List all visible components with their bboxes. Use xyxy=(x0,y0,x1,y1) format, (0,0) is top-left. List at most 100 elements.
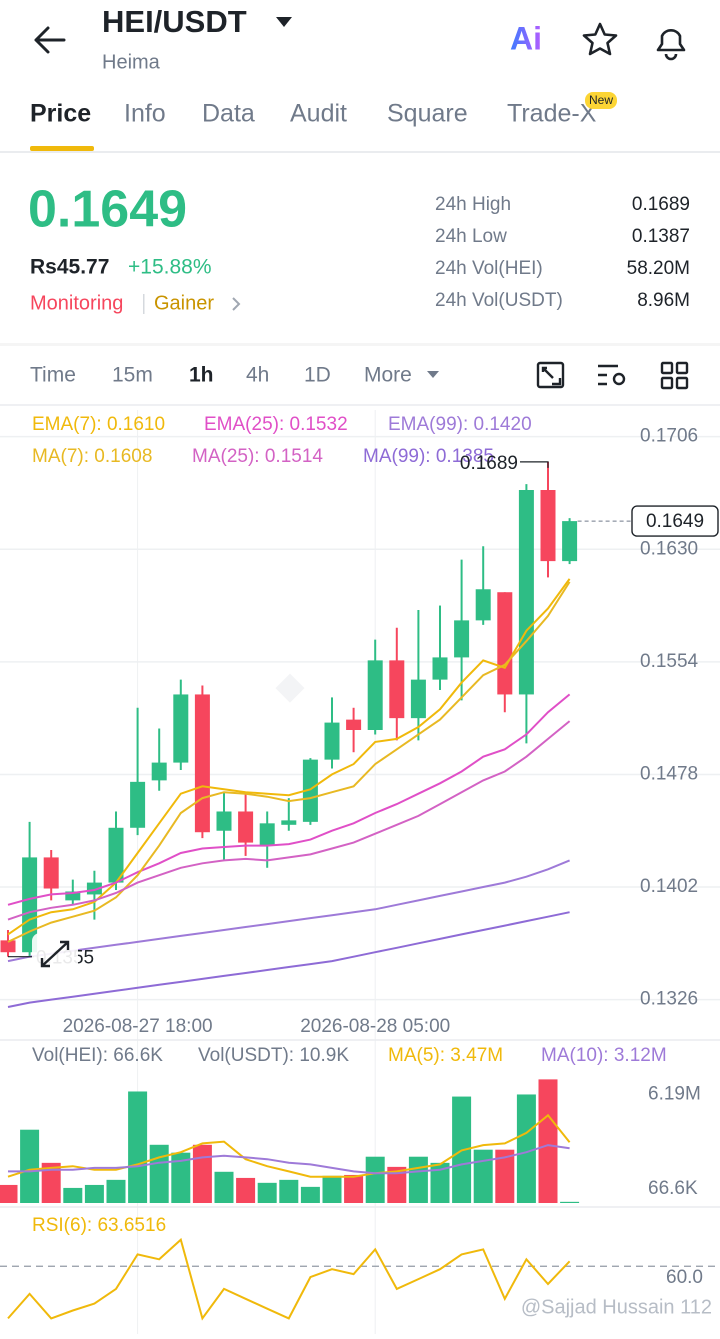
candle-body xyxy=(130,781,146,828)
max-label: 0.1689 xyxy=(460,453,518,474)
volume-bar xyxy=(279,1179,299,1203)
indicator-line xyxy=(7,578,571,936)
candle-body xyxy=(432,657,448,680)
candle-body xyxy=(475,589,491,621)
interval[interactable]: Time xyxy=(30,364,76,387)
new-badge-text: New xyxy=(589,93,613,107)
tab[interactable]: Square xyxy=(387,100,468,128)
candle-body xyxy=(518,490,534,695)
candle-body xyxy=(194,694,210,833)
candle-body xyxy=(65,891,81,901)
y-tick-label: 0.1630 xyxy=(640,538,698,559)
legend-entry: EMA(25): 0.1532 xyxy=(204,414,348,435)
volume-bar xyxy=(149,1144,169,1203)
x-tick-label: 2026-08-28 05:00 xyxy=(300,1016,450,1037)
watermark: @Sajjad Hussain 112 xyxy=(521,1296,712,1318)
volume-bar xyxy=(408,1156,428,1203)
candle-body xyxy=(22,857,38,953)
candle-body xyxy=(86,882,102,895)
last-price: 0.1649 xyxy=(28,181,187,239)
local-price: Rs45.77 xyxy=(30,256,109,279)
interval[interactable]: 1h xyxy=(189,364,214,387)
volume-bar xyxy=(365,1156,385,1203)
tab[interactable]: Trade-X xyxy=(507,100,597,128)
candle-body xyxy=(454,620,470,658)
indicator-line xyxy=(7,859,570,963)
new-badge xyxy=(585,92,617,109)
tab[interactable]: Price xyxy=(30,100,91,128)
interval[interactable]: More xyxy=(364,364,412,387)
tab[interactable]: Audit xyxy=(290,100,347,128)
candle-body xyxy=(173,694,189,763)
back-button[interactable] xyxy=(34,26,66,54)
stat-label: 24h Vol(USDT) xyxy=(435,290,563,311)
chart-tools[interactable] xyxy=(536,361,689,390)
interval[interactable]: 15m xyxy=(112,364,153,387)
volume-bar xyxy=(257,1182,277,1203)
interval[interactable]: 4h xyxy=(246,364,269,387)
volume-bar xyxy=(20,1129,40,1203)
volume-bar xyxy=(495,1149,515,1203)
tag-gainer[interactable]: Gainer xyxy=(154,292,214,314)
tag-monitoring[interactable]: Monitoring xyxy=(30,292,123,314)
candle-body xyxy=(108,827,124,883)
legend-entry: Vol(USDT): 10.9K xyxy=(198,1045,349,1066)
legend-entry: MA(7): 0.1608 xyxy=(32,446,152,467)
stat-value: 0.1689 xyxy=(632,194,690,215)
candle-body xyxy=(497,592,513,695)
candle-body xyxy=(302,759,318,822)
volume-ma-line xyxy=(7,1113,571,1178)
indicator-line xyxy=(7,693,571,906)
notification-button[interactable] xyxy=(656,29,686,61)
volume-bar xyxy=(300,1186,320,1203)
interval[interactable]: 1D xyxy=(304,364,331,387)
chart-area: 2026-08-27 18:00 2026-08-28 05:00 0.1706 0.… xyxy=(0,410,720,1334)
last-price-label: 0.1649 xyxy=(646,511,704,532)
legend-entry: MA(5): 3.47M xyxy=(388,1045,503,1066)
tab-bar: Price Info Data Audit Square Trade-X xyxy=(30,100,597,128)
candle-body xyxy=(238,811,254,843)
last-price-box xyxy=(631,505,719,537)
more-caret[interactable] xyxy=(427,371,439,378)
tag-separator xyxy=(143,294,145,314)
pair-title[interactable]: HEI/USDT xyxy=(102,4,247,39)
candle-body xyxy=(43,857,59,889)
volume-bar xyxy=(41,1162,61,1203)
stat-label: 24h High xyxy=(435,194,511,215)
volume-bar xyxy=(0,1184,18,1203)
volume-bar xyxy=(106,1179,126,1203)
pair-caret[interactable] xyxy=(276,17,292,27)
candle-body xyxy=(389,660,405,719)
rsi-line xyxy=(7,1237,571,1321)
volume-bar xyxy=(387,1166,407,1203)
legend-entry: MA(10): 3.12M xyxy=(541,1045,667,1066)
volume-bar xyxy=(192,1144,212,1203)
stats: 24h High 0.1689 24h Low 0.1387 24h Vol(HEI) 5… xyxy=(435,194,690,311)
expand-button[interactable] xyxy=(32,933,78,975)
candle-body xyxy=(562,521,578,562)
tab[interactable]: Data xyxy=(202,100,255,128)
project-name: Heima xyxy=(102,51,161,73)
favorite-button[interactable] xyxy=(582,22,618,56)
stat-label: 24h Vol(HEI) xyxy=(435,258,543,279)
tab[interactable]: Info xyxy=(124,100,166,128)
volume-bar xyxy=(214,1171,234,1203)
candle-body xyxy=(0,940,16,953)
legend-entry: MA(25): 0.1514 xyxy=(192,446,323,467)
volume-bar xyxy=(560,1201,580,1203)
candle-body xyxy=(540,490,556,562)
stat-value: 8.96M xyxy=(637,290,690,311)
candle-body xyxy=(324,722,340,760)
y-tick-label: 66.6K xyxy=(648,1178,698,1199)
stat-label: 24h Low xyxy=(435,226,507,247)
volume-bar xyxy=(473,1149,493,1203)
tag-chevron[interactable] xyxy=(232,297,241,311)
ai-button[interactable]: Ai xyxy=(510,20,542,56)
indicator-line xyxy=(7,581,571,943)
candle-body xyxy=(216,811,232,831)
volume-bar xyxy=(171,1152,191,1203)
candle-body xyxy=(410,679,426,719)
divider xyxy=(0,343,720,346)
watermark-logo: ◆ xyxy=(275,665,305,707)
stat-value: 0.1387 xyxy=(632,226,690,247)
